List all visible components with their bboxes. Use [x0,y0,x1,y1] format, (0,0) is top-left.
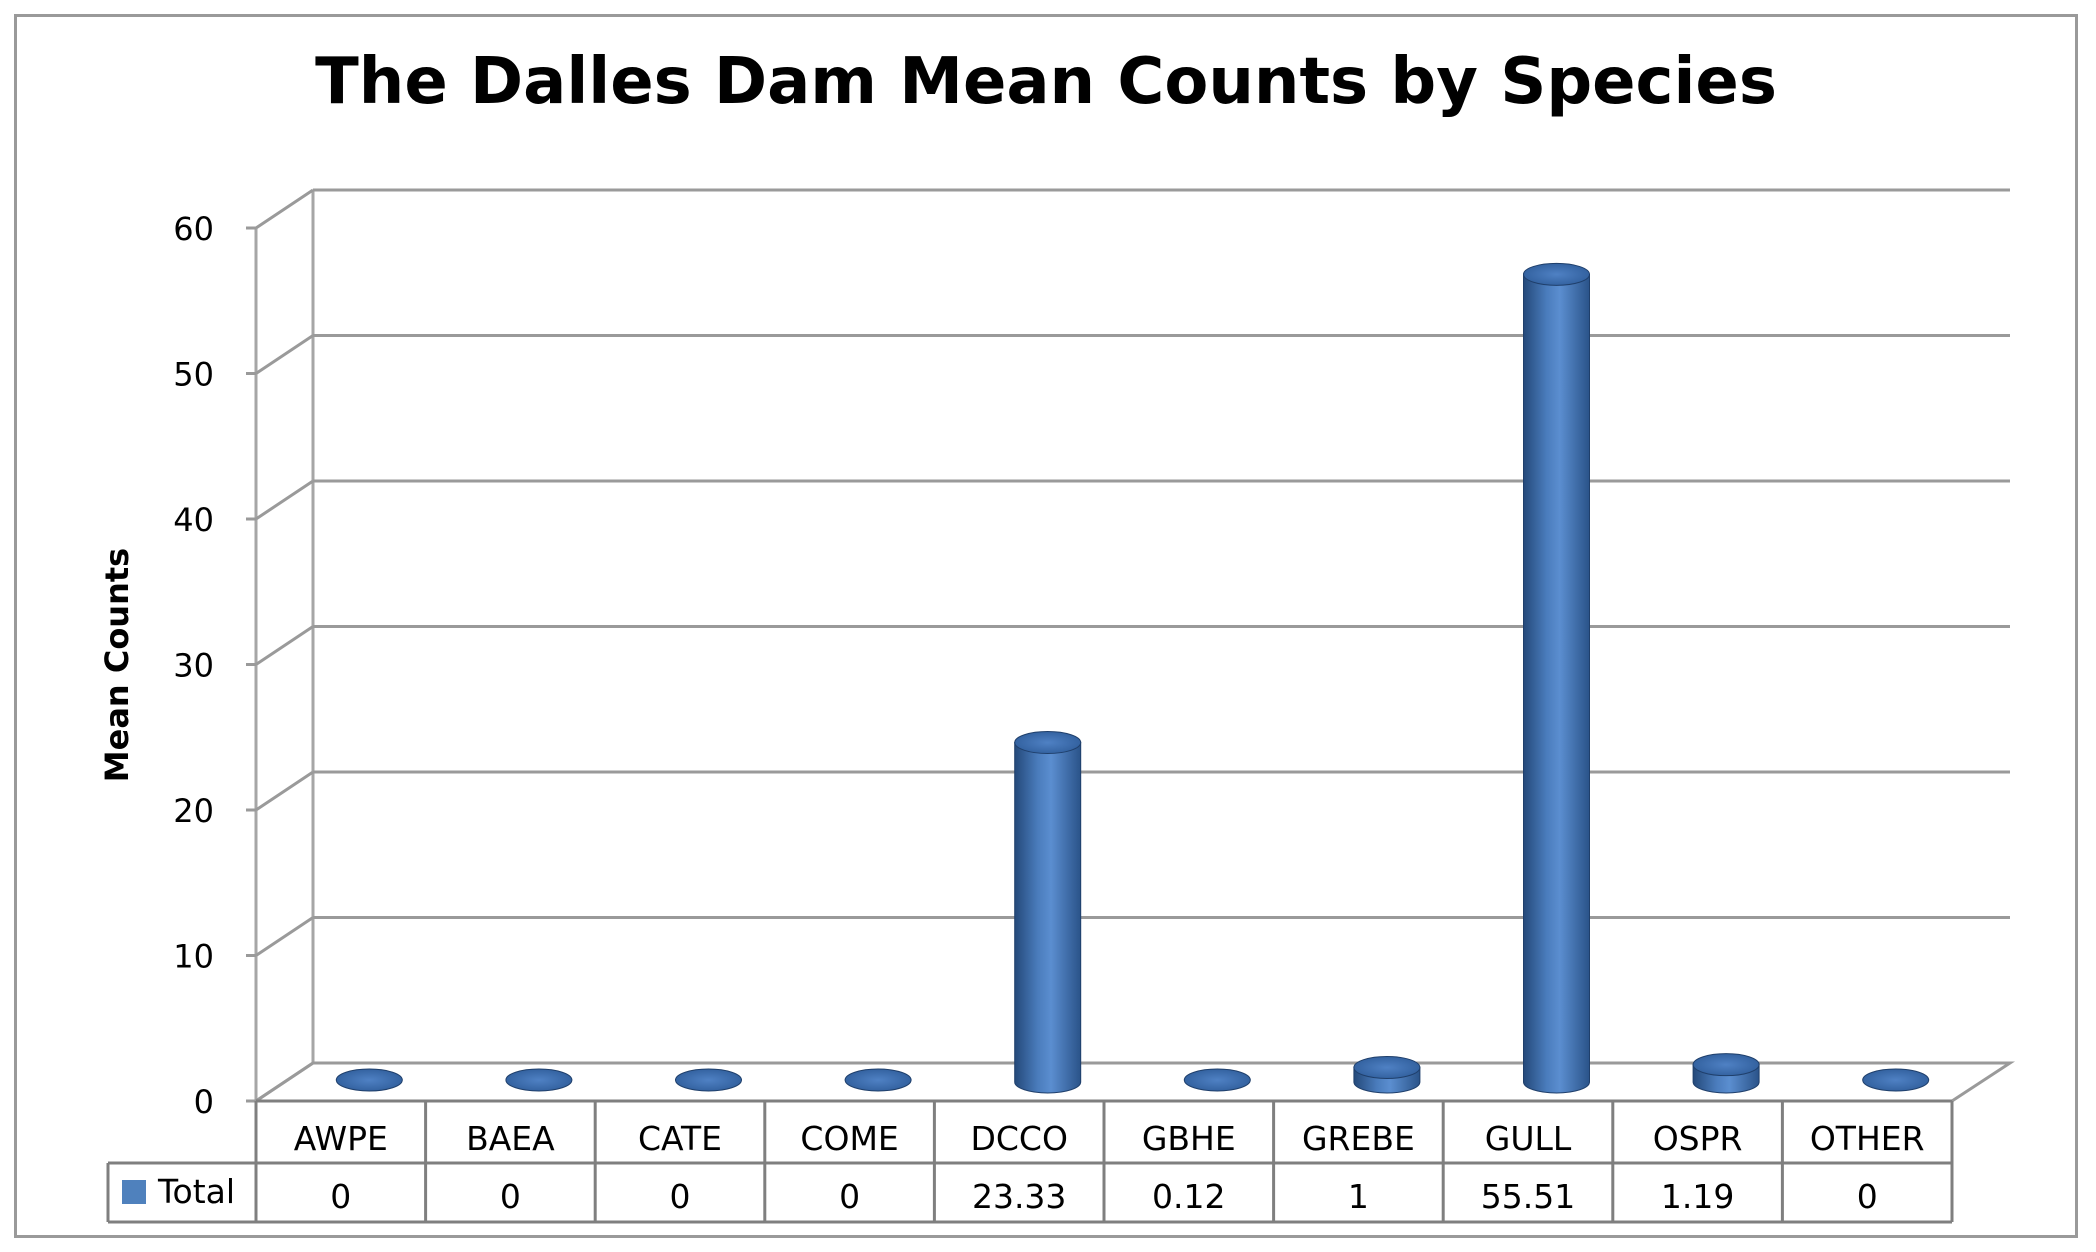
gridline-side [255,770,314,812]
gridline-side [255,479,314,521]
bar-come [844,1068,912,1092]
x-category-label: BAEA [466,1119,555,1158]
bar-top [1014,731,1082,755]
table-value: 55.51 [1481,1177,1575,1216]
y-tick-label: 50 [173,356,214,394]
y-tick-label: 20 [173,792,214,830]
table-value: 0 [500,1177,521,1216]
y-tick-label: 60 [173,210,214,248]
table-value: 0 [839,1177,860,1216]
x-category-label: AWPE [294,1119,388,1158]
x-category-label: DCCO [970,1119,1067,1158]
y-axis-ticks: 0 10 20 30 40 50 60 [173,210,214,1121]
gridline-side [255,916,314,957]
bar-top [1183,1068,1251,1092]
x-category-label: OTHER [1810,1119,1925,1158]
bar-top [1523,262,1590,286]
gridline-side [255,334,314,375]
gridline-side [255,188,314,230]
bar-top [844,1068,912,1092]
bar-awpe [335,1068,403,1092]
x-category-label: GREBE [1302,1119,1415,1158]
bar-cate [675,1068,742,1092]
bar-grebe [1353,1055,1421,1094]
x-category-label: GULL [1485,1119,1572,1158]
bar-ospr [1692,1053,1760,1094]
y-tick-label: 0 [194,1083,214,1121]
bar-top [505,1068,573,1092]
table-value: 1 [1348,1177,1369,1216]
bars [335,262,1930,1094]
x-category-label: COME [800,1119,898,1158]
x-category-label: CATE [638,1119,722,1158]
gridlines [246,188,2016,1103]
table-value: 1.19 [1661,1177,1734,1216]
y-tick-label: 40 [173,501,214,539]
chart-title: The Dalles Dam Mean Counts by Species [315,45,1777,119]
table-value: 0 [670,1177,691,1216]
bar-dcco [1014,731,1082,1094]
table-value: 23.33 [972,1177,1066,1216]
legend-label-total: Total [157,1172,235,1211]
bar-top [675,1068,742,1092]
bar-top [1862,1068,1930,1092]
bar-top [1353,1055,1421,1079]
bar-baea [505,1068,573,1092]
table-value: 0.12 [1152,1177,1225,1216]
legend-key-total [122,1180,146,1204]
bar-top [1692,1053,1760,1077]
bar-body [1523,273,1590,1094]
bar-body [1014,742,1082,1094]
bar-top [335,1068,403,1092]
y-tick-label: 30 [173,647,214,685]
x-category-label: OSPR [1653,1119,1743,1158]
gridline-side [255,625,314,666]
table-value: 0 [330,1177,351,1216]
x-category-label: GBHE [1142,1119,1236,1158]
y-axis-label: Mean Counts [98,548,136,782]
table-value: 0 [1857,1177,1878,1216]
bar-gull [1523,262,1590,1094]
y-tick-label: 10 [173,938,214,976]
bar-other [1862,1068,1930,1092]
data-table: Total AWPE 0 BAEA 0 CATE 0 COME 0 DCCO 23.33 GBHE 0.… [106,1099,1954,1224]
bar-gbhe [1183,1068,1251,1092]
